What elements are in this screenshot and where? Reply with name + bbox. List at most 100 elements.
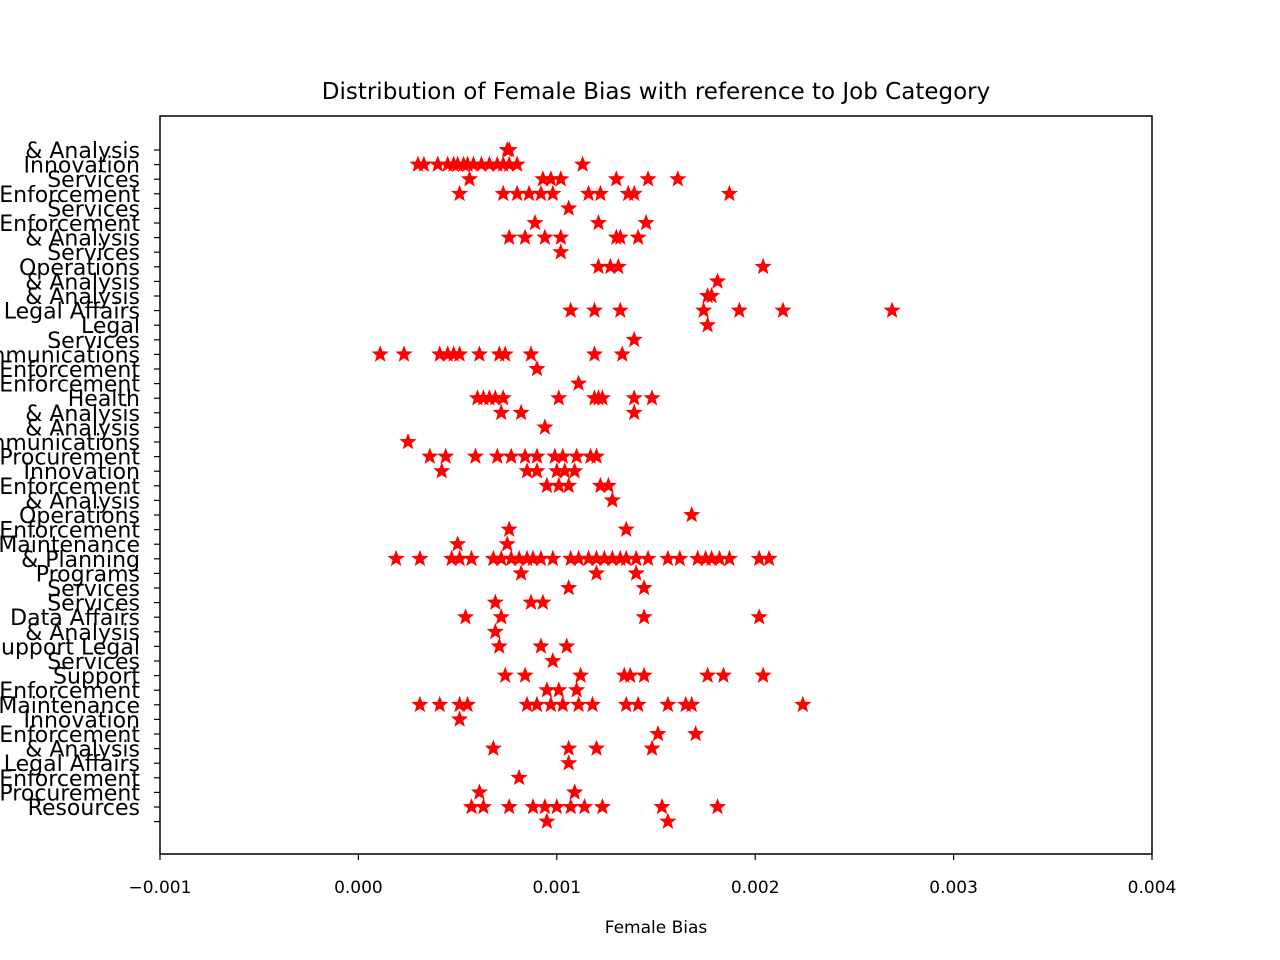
y-tick-label: & Analysis (25, 285, 140, 310)
data-point (587, 549, 605, 567)
x-tick-label: 0.001 (532, 878, 581, 898)
y-tick-label: Operations (19, 256, 140, 281)
data-point (494, 184, 512, 202)
data-point (470, 783, 488, 800)
data-point (635, 579, 653, 596)
data-point (550, 681, 568, 698)
data-point (629, 695, 647, 713)
data-point (508, 184, 526, 202)
data-point (562, 301, 580, 318)
data-point (607, 170, 625, 187)
y-tick-label: Services (47, 197, 140, 222)
data-point (683, 506, 701, 523)
data-point (587, 564, 605, 581)
data-point (498, 535, 516, 552)
data-point (710, 549, 728, 567)
data-point (580, 184, 598, 202)
y-tick-label: & Analysis (25, 738, 140, 763)
data-point (601, 257, 619, 275)
y-tick-label: Enforcement (0, 212, 140, 237)
data-point (526, 214, 544, 231)
y-tick-label: Legal Affairs (4, 752, 140, 777)
y-tick-label: Procurement (0, 781, 140, 806)
data-point (421, 447, 439, 464)
data-point (451, 549, 469, 567)
data-point (528, 695, 546, 713)
x-tick-label: 0.002 (731, 878, 780, 898)
data-point (560, 476, 578, 494)
data-point (750, 608, 768, 625)
data-point (544, 549, 562, 567)
data-point (500, 228, 518, 245)
data-point (500, 155, 518, 172)
data-point (695, 301, 713, 318)
y-tick-label: & Analysis (25, 402, 140, 427)
data-point (659, 695, 677, 713)
y-tick-label: Data Affairs (10, 606, 140, 631)
data-point (562, 549, 580, 567)
data-point (699, 287, 717, 304)
y-tick-label: Enforcement (0, 475, 140, 500)
data-point (518, 462, 536, 479)
x-tick-label: 0.003 (929, 878, 978, 898)
y-tick-label: Enforcement (0, 373, 140, 398)
data-point (502, 549, 520, 567)
data-point (550, 389, 568, 406)
data-point (621, 666, 639, 683)
data-point (524, 798, 542, 815)
data-point (542, 170, 560, 187)
data-point (611, 228, 629, 245)
data-point (472, 155, 490, 172)
data-point (518, 695, 536, 713)
data-point (542, 695, 560, 713)
data-point (643, 739, 661, 756)
data-point (500, 520, 518, 537)
data-point (554, 447, 572, 464)
data-point (617, 549, 635, 567)
data-point (415, 155, 433, 172)
data-point (669, 170, 687, 187)
data-point (522, 593, 540, 610)
data-point (625, 184, 643, 202)
y-tick-label: Health (68, 387, 140, 412)
y-tick-label: & Analysis (25, 416, 140, 441)
data-point (510, 549, 528, 567)
x-tick-label: −0.001 (129, 878, 192, 898)
data-point (558, 637, 576, 654)
data-point (500, 798, 518, 815)
data-point (883, 301, 901, 318)
data-point (639, 170, 657, 187)
data-point (750, 549, 768, 567)
data-point (560, 739, 578, 756)
data-point (570, 374, 588, 391)
data-point (496, 345, 514, 362)
data-point (433, 462, 451, 479)
data-point (643, 389, 661, 406)
data-point (659, 812, 677, 829)
data-point (625, 389, 643, 406)
data-point (703, 549, 721, 567)
data-point (754, 666, 772, 683)
data-point (512, 403, 530, 421)
data-point (556, 462, 574, 479)
data-point (520, 184, 538, 202)
y-tick-label: Enforcement (0, 183, 140, 208)
data-point (500, 141, 518, 158)
data-point (593, 389, 611, 406)
data-point (494, 389, 512, 406)
data-point (488, 447, 506, 464)
data-point (627, 549, 645, 567)
data-point (484, 739, 502, 756)
y-tick-label: Support (53, 665, 140, 690)
data-point (566, 462, 584, 479)
data-point (496, 666, 514, 683)
data-point (464, 155, 482, 172)
y-tick-label: Innovation (24, 708, 140, 733)
y-tick-label: Operations (19, 504, 140, 529)
data-point (486, 593, 504, 610)
y-tick-label: & Planning (21, 548, 140, 573)
data-point (774, 301, 792, 318)
data-point (528, 447, 546, 464)
data-point (429, 155, 447, 172)
data-point (730, 301, 748, 318)
